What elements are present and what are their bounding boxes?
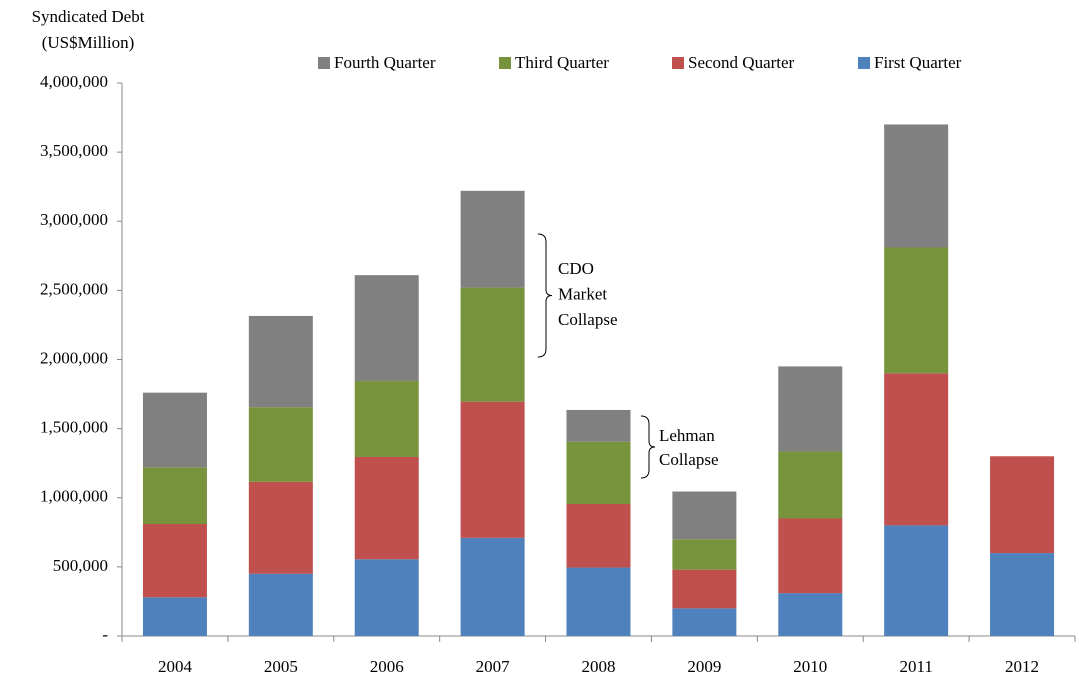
y-tick-label: -	[102, 625, 108, 644]
y-tick-label: 1,000,000	[40, 487, 108, 506]
x-tick-label: 2008	[582, 657, 616, 676]
bar-segment	[460, 287, 525, 402]
x-tick-label: 2011	[899, 657, 932, 676]
bar-segment	[672, 569, 737, 609]
x-tick-label: 2012	[1005, 657, 1039, 676]
bar-segment	[884, 373, 949, 526]
bar-segment	[460, 190, 525, 288]
legend-label: Fourth Quarter	[334, 53, 436, 72]
bar-segment	[884, 525, 949, 636]
bar-segment	[566, 409, 631, 442]
bar-segment	[566, 441, 631, 504]
y-axis-title: Syndicated Debt	[32, 7, 145, 26]
y-tick-label: 1,500,000	[40, 418, 108, 437]
y-tick-label: 3,000,000	[40, 210, 108, 229]
y-tick-label: 3,500,000	[40, 141, 108, 160]
x-tick-label: 2006	[370, 657, 404, 676]
legend-label: First Quarter	[874, 53, 962, 72]
annotation-text: Lehman	[659, 426, 715, 445]
bar-segment	[566, 567, 631, 636]
annotation-brace	[640, 415, 656, 479]
legend-label: Third Quarter	[515, 53, 609, 72]
bar-segment	[248, 315, 313, 408]
annotation-text: Collapse	[659, 450, 719, 469]
bar-segment	[778, 366, 843, 452]
y-tick-label: 4,000,000	[40, 72, 108, 91]
legend-swatch	[858, 57, 870, 69]
bar-segment	[566, 503, 631, 568]
bar-segment	[354, 559, 419, 636]
y-tick-label: 2,500,000	[40, 279, 108, 298]
x-tick-label: 2009	[687, 657, 721, 676]
bar-segment	[672, 491, 737, 540]
y-axis-title: (US$Million)	[42, 33, 135, 52]
bar-segment	[778, 451, 843, 519]
bar-segment	[354, 380, 419, 457]
bar-segment	[990, 553, 1055, 636]
x-tick-label: 2005	[264, 657, 298, 676]
bar-segment	[672, 539, 737, 570]
legend-label: Second Quarter	[688, 53, 795, 72]
bar-segment	[460, 401, 525, 538]
annotation-text: Collapse	[558, 310, 618, 329]
x-tick-label: 2004	[158, 657, 193, 676]
bar-segment	[142, 597, 207, 636]
annotation-text: Market	[558, 284, 607, 303]
bar-segment	[248, 407, 313, 482]
bar-segment	[884, 124, 949, 248]
annotation-brace	[537, 233, 553, 358]
bar-segment	[142, 392, 207, 468]
bar-segment	[142, 467, 207, 525]
x-tick-label: 2007	[476, 657, 511, 676]
bar-segment	[248, 573, 313, 636]
x-tick-label: 2010	[793, 657, 827, 676]
bar-segment	[672, 608, 737, 636]
bar-segment	[354, 275, 419, 381]
bar-segment	[248, 481, 313, 574]
legend-swatch	[318, 57, 330, 69]
bar-segment	[990, 456, 1055, 554]
bar-segment	[354, 456, 419, 560]
legend-swatch	[499, 57, 511, 69]
bar-segment	[884, 247, 949, 374]
y-tick-label: 2,000,000	[40, 348, 108, 367]
legend-swatch	[672, 57, 684, 69]
annotation-text: CDO	[558, 259, 594, 278]
bar-segment	[778, 593, 843, 636]
bar-segment	[460, 537, 525, 636]
bar-segment	[142, 524, 207, 598]
y-tick-label: 500,000	[53, 556, 108, 575]
bar-segment	[778, 518, 843, 594]
